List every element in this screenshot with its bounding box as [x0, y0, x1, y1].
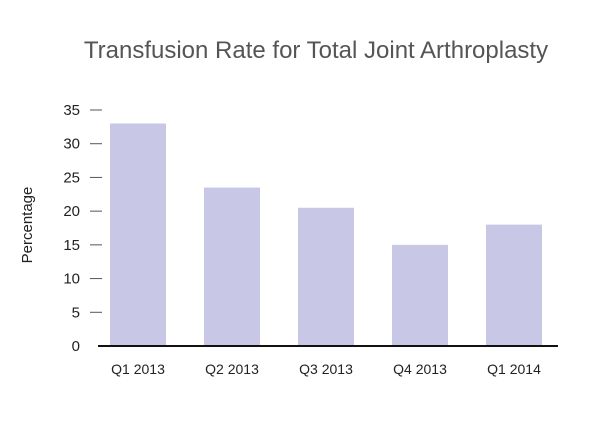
chart-title: Transfusion Rate for Total Joint Arthrop…: [84, 37, 548, 64]
y-tick-label: 10: [63, 271, 80, 288]
x-tick-label: Q2 2013: [205, 361, 259, 377]
bar-q3-2013: [298, 207, 354, 346]
y-axis-label: Percentage: [19, 187, 36, 264]
y-tick-label: 15: [63, 237, 80, 254]
y-tick-label: 5: [72, 304, 80, 321]
y-axis: 0 5 10 15 20 25 30 35: [63, 102, 102, 355]
y-tick-label: 0: [72, 338, 80, 355]
bar-q2-2013: [204, 187, 260, 346]
y-tick-label: 35: [63, 102, 80, 119]
bar-q1-2013: [110, 123, 166, 346]
bar-q4-2013: [392, 244, 448, 346]
bar-q1-2014: [486, 224, 542, 346]
x-axis: Q1 2013 Q2 2013 Q3 2013 Q4 2013 Q1 2014: [111, 361, 541, 377]
y-tick-label: 25: [63, 169, 80, 186]
x-tick-label: Q4 2013: [393, 361, 447, 377]
bars: [110, 123, 542, 346]
x-tick-label: Q1 2014: [487, 361, 541, 377]
x-tick-label: Q3 2013: [299, 361, 353, 377]
x-tick-label: Q1 2013: [111, 361, 165, 377]
y-tick-label: 30: [63, 136, 80, 153]
y-tick-label: 20: [63, 203, 80, 220]
